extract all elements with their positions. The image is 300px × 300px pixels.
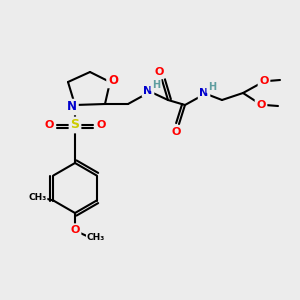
Text: N: N: [143, 86, 153, 96]
Text: H: H: [208, 82, 216, 92]
Text: O: O: [154, 67, 164, 77]
Text: CH₃: CH₃: [87, 233, 105, 242]
Text: CH₃: CH₃: [28, 193, 46, 202]
Text: H: H: [152, 80, 160, 90]
Text: O: O: [259, 76, 269, 86]
Text: N: N: [67, 100, 77, 113]
Text: O: O: [96, 120, 106, 130]
Text: N: N: [200, 88, 208, 98]
Text: O: O: [70, 225, 80, 235]
Text: O: O: [171, 127, 181, 137]
Text: S: S: [70, 118, 80, 131]
Text: O: O: [44, 120, 54, 130]
Text: O: O: [108, 74, 118, 86]
Text: O: O: [256, 100, 266, 110]
